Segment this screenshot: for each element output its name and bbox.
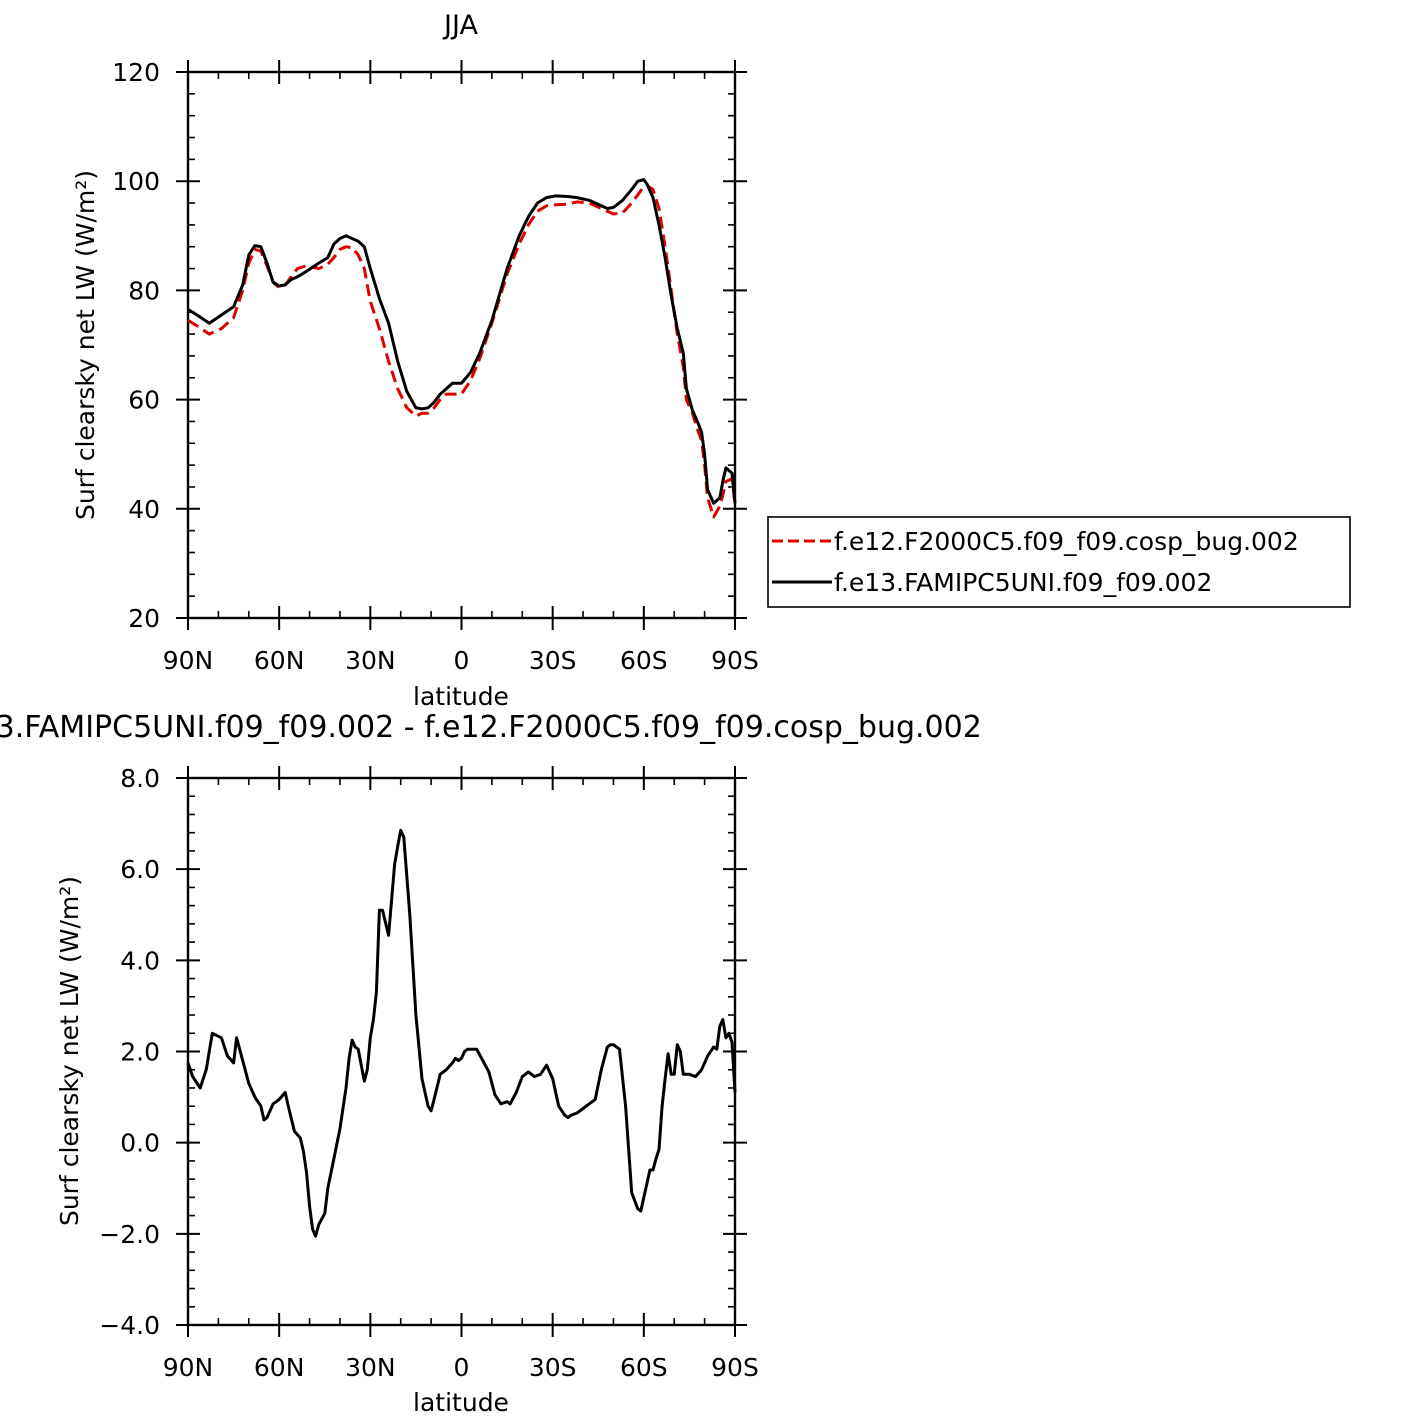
bottom-xlabel: latitude — [413, 1388, 509, 1417]
bottom-series-layer — [186, 828, 737, 1238]
legend-box — [767, 516, 1351, 608]
top-xlabel: latitude — [413, 682, 509, 711]
bottom-chart: f.e13.FAMIPC5UNI.f09_f09.002 - f.e12.F20… — [0, 710, 982, 1417]
x-tick-label: 30S — [529, 646, 577, 675]
y-tick-label: 6.0 — [120, 855, 160, 884]
x-tick-label: 90S — [711, 646, 759, 675]
y-tick-label: 100 — [112, 167, 160, 196]
series-line-2 — [187, 178, 737, 505]
top-ylabel: Surf clearsky net LW (W/m²) — [71, 170, 100, 520]
y-tick-label: 4.0 — [120, 946, 160, 975]
y-tick-label: 40 — [128, 495, 160, 524]
x-tick-label: 60S — [620, 646, 668, 675]
y-tick-label: 2.0 — [120, 1038, 160, 1067]
legend-label-series-2: f.e13.FAMIPC5UNI.f09_f09.002 — [834, 568, 1212, 597]
x-tick-label: 90S — [711, 1353, 759, 1382]
top-chart-title: JJA — [442, 10, 478, 41]
top-x-axis: 90N 60N 30N 0 30S 60S 90S — [163, 60, 759, 675]
y-tick-label: 20 — [128, 604, 160, 633]
x-tick-label: 30N — [345, 1353, 396, 1382]
y-tick-label: −4.0 — [99, 1311, 160, 1340]
series-line-1 — [186, 828, 737, 1238]
bottom-plot-frame — [186, 776, 737, 1327]
y-tick-label: 120 — [112, 58, 160, 87]
x-tick-label: 60S — [620, 1353, 668, 1382]
x-tick-label: 0 — [454, 1353, 470, 1382]
x-tick-label: 30S — [529, 1353, 577, 1382]
top-y-axis: 20 40 60 80 100 120 — [112, 58, 747, 633]
top-chart: JJA 20 40 60 80 100 120 90N 60N 30N 0 30S 60S 90S S… — [71, 10, 1351, 711]
bottom-chart-title: f.e13.FAMIPC5UNI.f09_f09.002 - f.e12.F20… — [0, 710, 982, 745]
bottom-ylabel: Surf clearsky net LW (W/m²) — [55, 876, 84, 1226]
x-tick-label: 0 — [454, 646, 470, 675]
series-line-1 — [187, 184, 737, 519]
y-tick-label: 0.0 — [120, 1129, 160, 1158]
top-legend: f.e12.F2000C5.f09_f09.cosp_bug.002 f.e13… — [767, 516, 1351, 608]
top-plot-frame — [186, 70, 737, 620]
y-tick-label: 80 — [128, 276, 160, 305]
x-tick-label: 90N — [163, 1353, 214, 1382]
x-tick-label: 60N — [254, 646, 305, 675]
bottom-x-axis: 90N 60N 30N 0 30S 60S 90S — [163, 766, 759, 1382]
legend-label-series-1: f.e12.F2000C5.f09_f09.cosp_bug.002 — [834, 527, 1299, 556]
top-series-layer — [187, 178, 737, 519]
bottom-y-axis: −4.0 −2.0 0.0 2.0 4.0 6.0 8.0 — [99, 764, 747, 1340]
y-tick-label: 8.0 — [120, 764, 160, 793]
y-tick-label: 60 — [128, 386, 160, 415]
y-tick-label: −2.0 — [99, 1220, 160, 1249]
x-tick-label: 90N — [163, 646, 214, 675]
x-tick-label: 30N — [345, 646, 396, 675]
x-tick-label: 60N — [254, 1353, 305, 1382]
